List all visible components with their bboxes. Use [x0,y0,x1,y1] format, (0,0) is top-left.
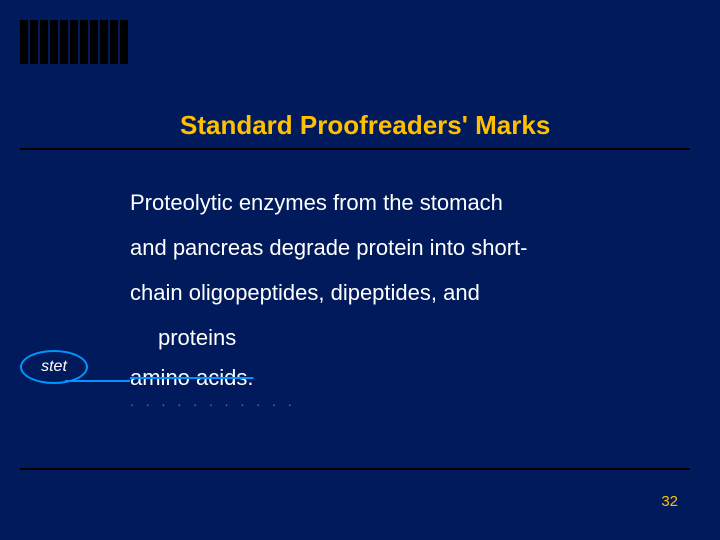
body-line-3: chain oligopeptides, dipeptides, and [130,280,480,306]
stet-underpoints: . . . . . . . . . . . [130,393,296,409]
body-insertion: proteins [158,325,236,351]
body-line-1: Proteolytic enzymes from the stomach [130,190,503,216]
page-number: 32 [661,493,678,510]
stet-mark-oval: stet [20,350,88,384]
decor-bars [20,20,128,64]
page-title: Standard Proofreaders' Marks [180,110,550,141]
body-line-2: and pancreas degrade protein into short- [130,235,527,261]
footer-rule [20,468,690,470]
title-rule [20,148,690,150]
stet-label: stet [41,358,67,376]
body-line-5: amino acids. [130,365,254,391]
stet-connector-line [65,380,130,382]
struck-text: amino acids. [130,365,254,390]
